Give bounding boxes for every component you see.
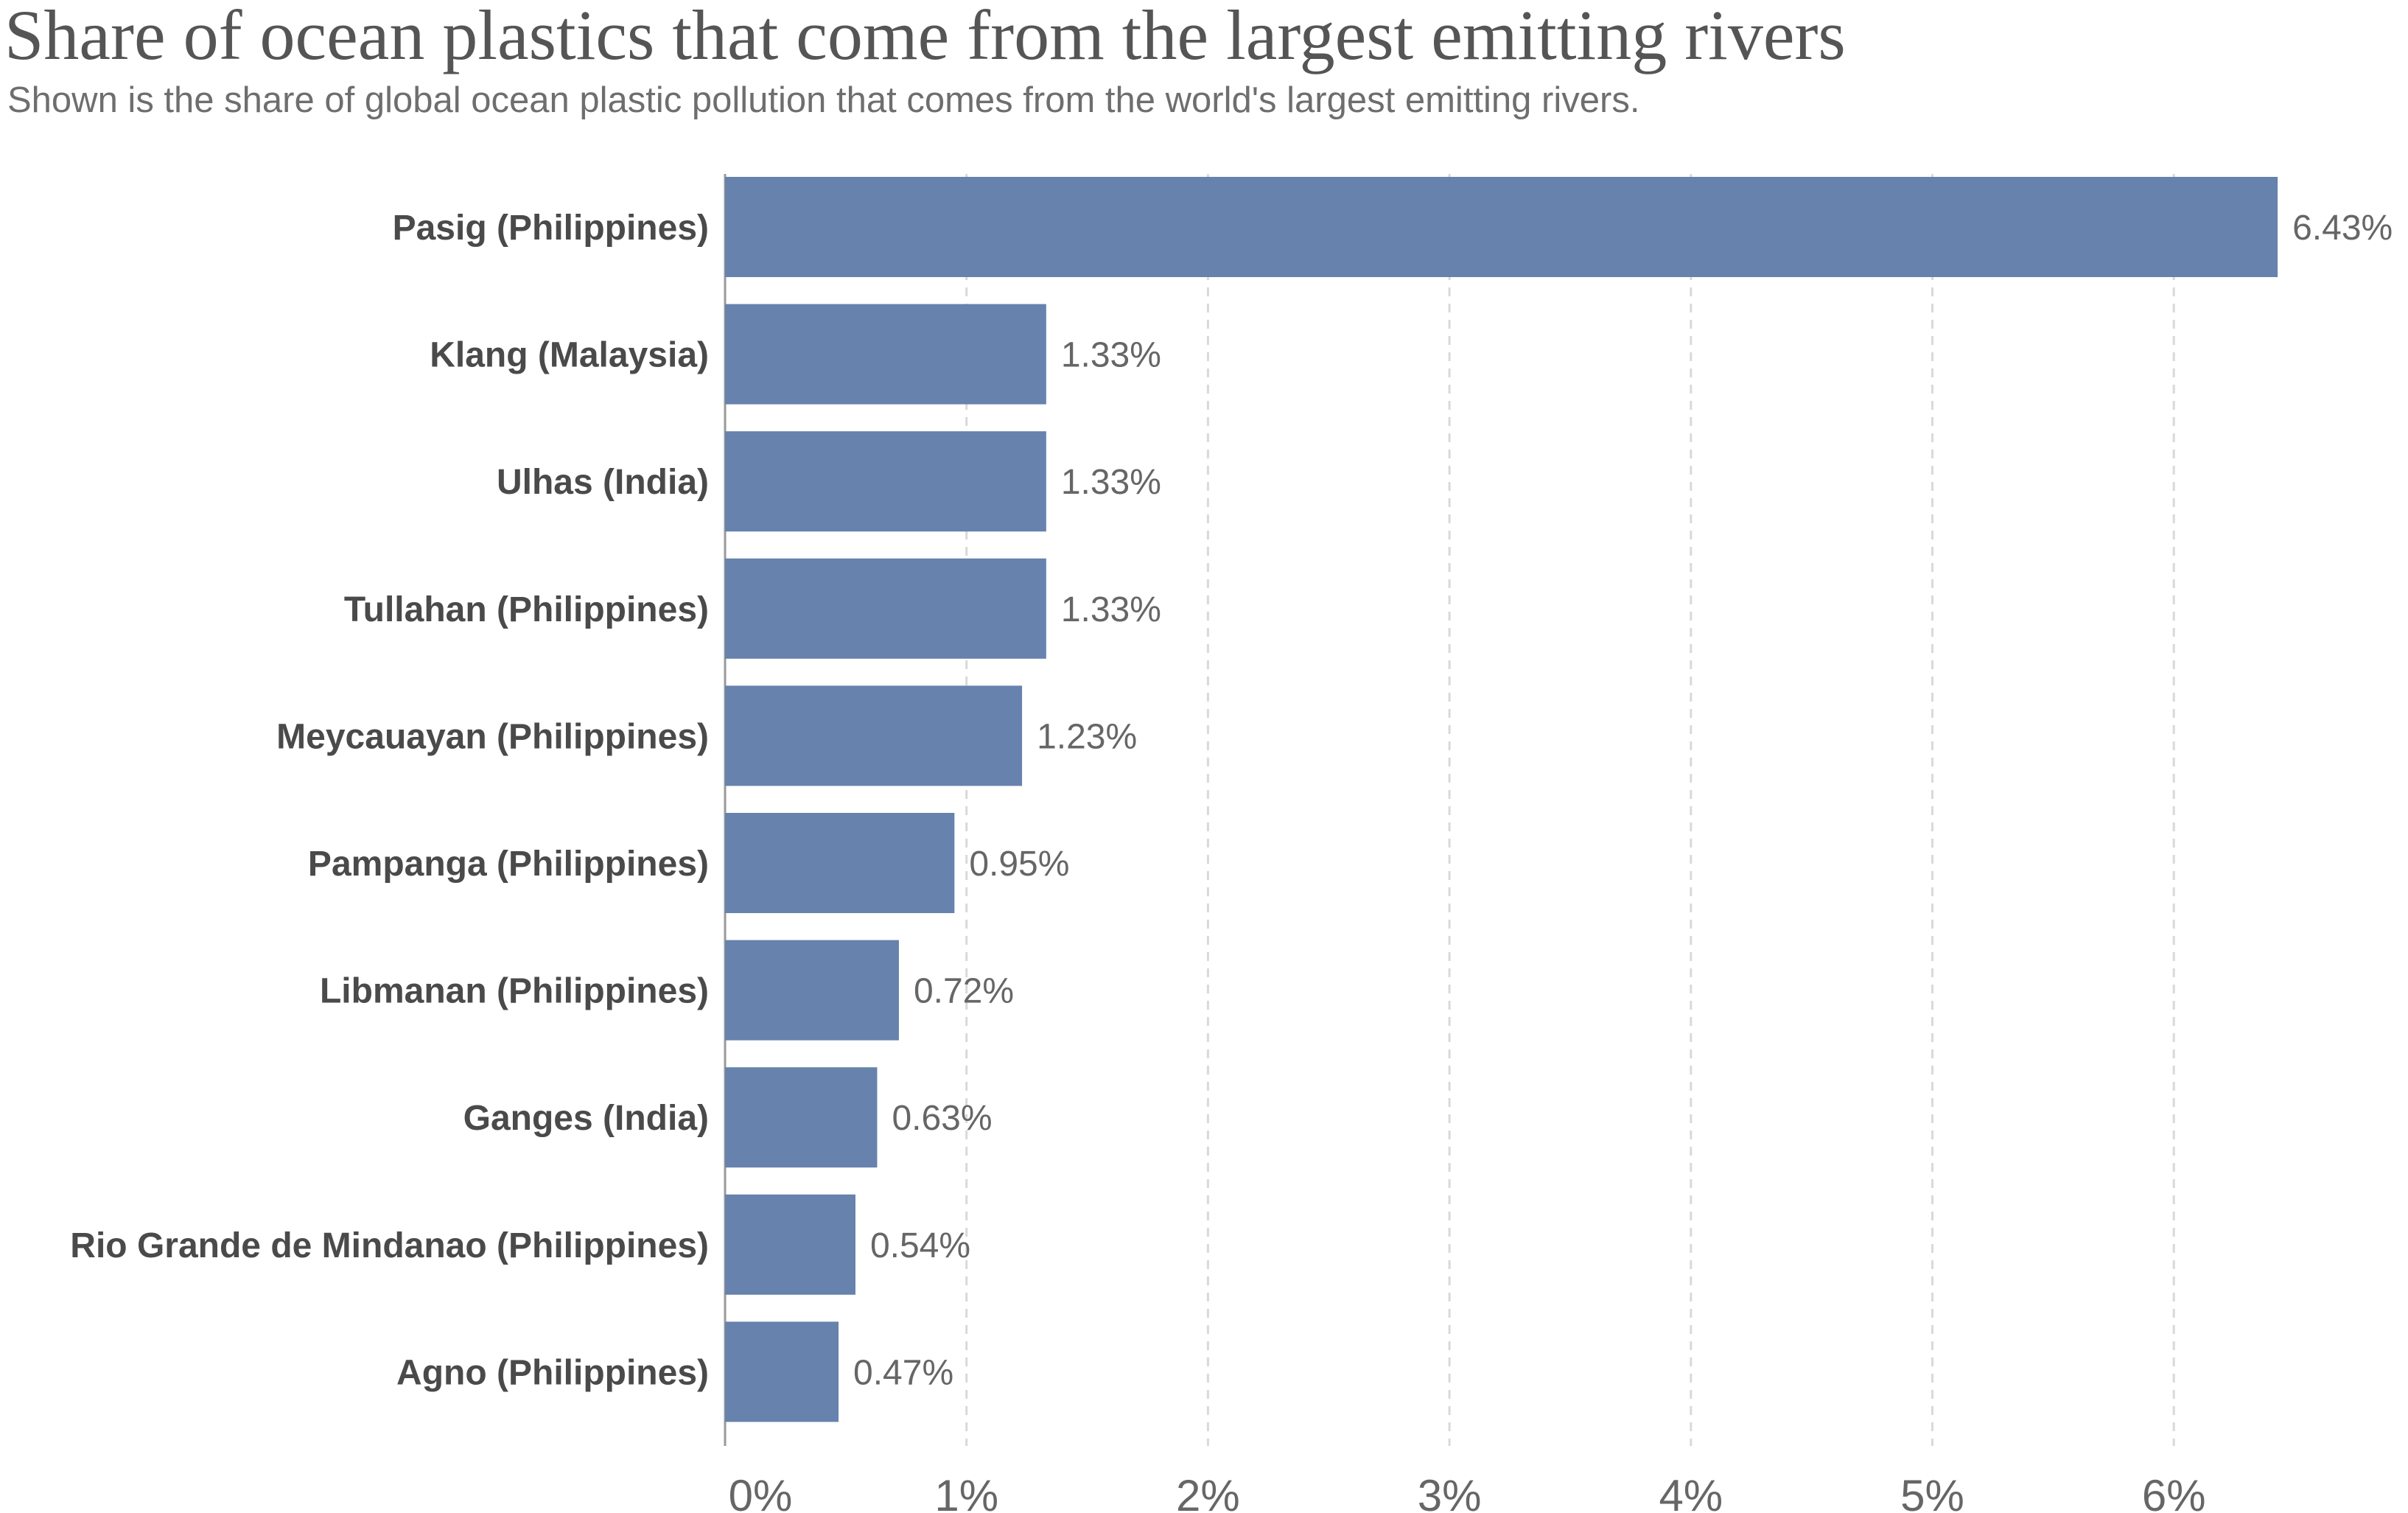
value-label: 0.63% bbox=[892, 1099, 992, 1138]
x-tick-label: 6% bbox=[2142, 1471, 2206, 1513]
category-label: Ganges (India) bbox=[463, 1099, 709, 1138]
category-label: Tullahan (Philippines) bbox=[344, 590, 709, 629]
x-tick-label: 5% bbox=[1900, 1471, 1964, 1513]
bar bbox=[725, 304, 1046, 405]
bar bbox=[725, 177, 2278, 277]
value-label: 0.47% bbox=[853, 1353, 953, 1392]
value-label: 1.33% bbox=[1061, 463, 1161, 502]
category-labels: Pasig (Philippines) Klang (Malaysia) Ulhas… bbox=[70, 209, 709, 1392]
x-axis-ticks: 0% 1% 2% 3% 4% 5% 6% bbox=[729, 1471, 2206, 1513]
x-tick-label: 1% bbox=[934, 1471, 998, 1513]
bar bbox=[725, 940, 899, 1041]
category-label: Agno (Philippines) bbox=[396, 1353, 709, 1392]
value-label: 1.33% bbox=[1061, 590, 1161, 629]
category-label: Ulhas (India) bbox=[497, 463, 709, 502]
bars bbox=[725, 177, 2278, 1422]
value-labels: 6.43% 1.33% 1.33% 1.33% 1.23% 0.95% 0.72% 0.63%… bbox=[853, 209, 2393, 1392]
x-tick-label: 4% bbox=[1659, 1471, 1723, 1513]
bar bbox=[725, 431, 1046, 532]
x-tick-label: 0% bbox=[729, 1471, 793, 1513]
category-label: Meycauayan (Philippines) bbox=[276, 717, 709, 756]
value-label: 1.23% bbox=[1037, 717, 1137, 756]
category-label: Klang (Malaysia) bbox=[430, 336, 709, 375]
value-label: 0.95% bbox=[969, 845, 1069, 884]
x-tick-label: 2% bbox=[1176, 1471, 1240, 1513]
value-label: 0.72% bbox=[914, 972, 1014, 1011]
bar bbox=[725, 558, 1046, 659]
x-tick-label: 3% bbox=[1418, 1471, 1482, 1513]
value-label: 6.43% bbox=[2292, 209, 2393, 248]
category-label: Pasig (Philippines) bbox=[393, 209, 709, 248]
bar bbox=[725, 1067, 878, 1168]
category-label: Rio Grande de Mindanao (Philippines) bbox=[70, 1226, 709, 1265]
value-label: 1.33% bbox=[1061, 336, 1161, 375]
value-label: 0.54% bbox=[870, 1226, 970, 1265]
bar bbox=[725, 813, 955, 913]
chart-title: Share of ocean plastics that come from t… bbox=[4, 0, 1846, 74]
bar bbox=[725, 685, 1023, 786]
category-label: Libmanan (Philippines) bbox=[320, 972, 709, 1011]
category-label: Pampanga (Philippines) bbox=[308, 845, 709, 884]
bar bbox=[725, 1194, 855, 1295]
bar bbox=[725, 1321, 839, 1422]
chart-subtitle: Shown is the share of global ocean plast… bbox=[7, 80, 1640, 120]
